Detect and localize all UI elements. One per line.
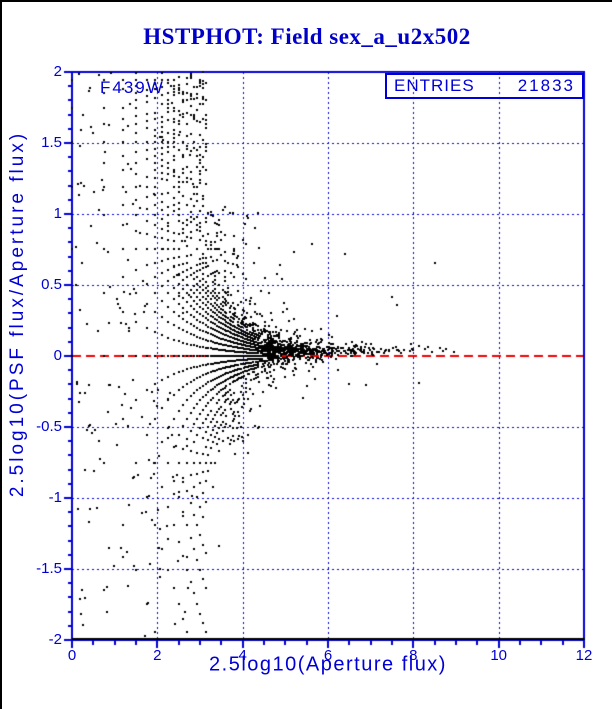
page-title: HSTPHOT: Field sex_a_u2x502 <box>143 24 471 49</box>
y-tick-label: 1.5 <box>41 134 62 151</box>
y-tick-label: 0.5 <box>41 276 62 293</box>
x-tick-label: 10 <box>490 647 507 664</box>
stats-entries-label: ENTRIES <box>394 76 475 95</box>
y-tick-label: 1 <box>53 205 62 222</box>
y-tick-label: -2 <box>48 631 62 648</box>
x-axis-title: 2.5log10(Aperture flux) <box>209 653 447 676</box>
x-tick-label: 8 <box>409 647 418 664</box>
x-tick-label: 4 <box>238 647 247 664</box>
y-tick-label: -1.5 <box>36 560 62 577</box>
y-tick-label: 0 <box>53 347 62 364</box>
x-tick-label: 2 <box>153 647 162 664</box>
stats-entries-value: 21833 <box>517 76 575 95</box>
y-tick-label: -1 <box>48 489 62 506</box>
scatter-plot-canvas <box>60 60 596 660</box>
filter-label: F439W <box>100 78 165 97</box>
y-tick-label: -0.5 <box>36 418 62 435</box>
x-tick-label: 0 <box>67 647 77 664</box>
stats-box: ENTRIES 21833 <box>385 73 584 99</box>
x-tick-label: 12 <box>575 647 593 664</box>
y-tick-label: 2 <box>53 63 62 80</box>
y-axis-title: 2.5log10(PSF flux/Aperture flux) <box>7 130 28 498</box>
x-tick-label: 6 <box>323 647 333 664</box>
